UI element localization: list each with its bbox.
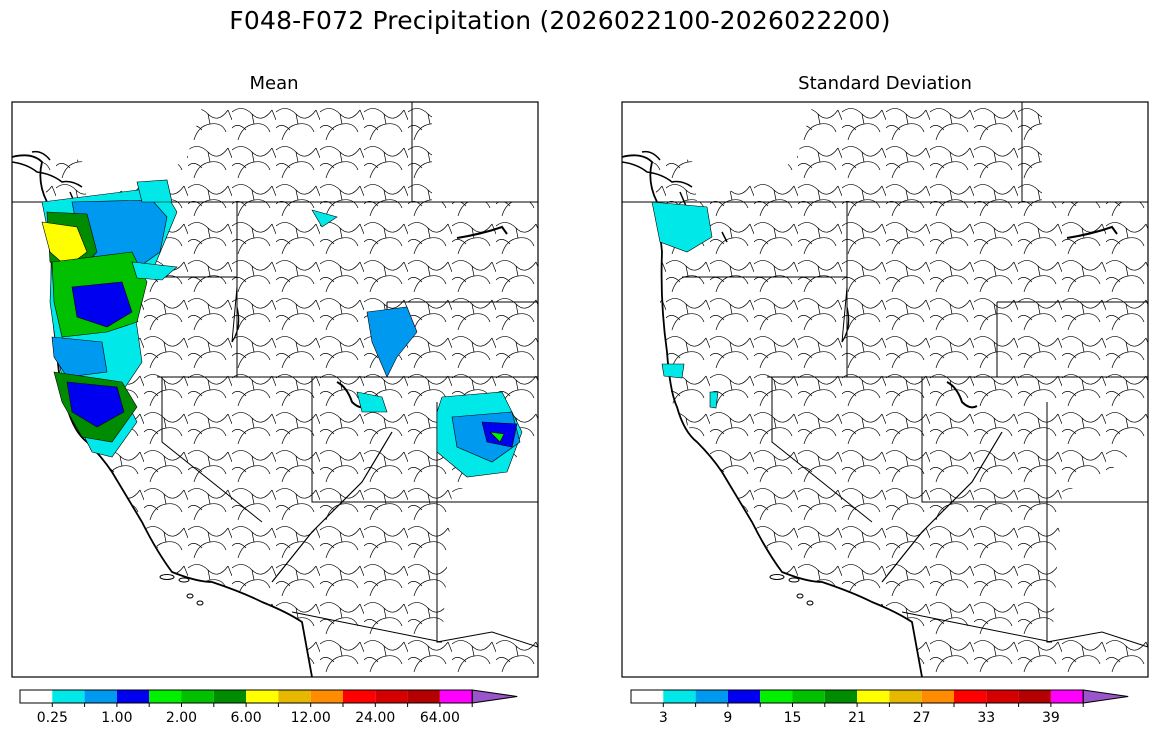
colorbar-segment — [407, 690, 440, 703]
colorbar-tick-label: 24.00 — [355, 710, 396, 726]
colorbar-segment — [695, 690, 728, 703]
colorbar-tick-label: 33 — [977, 710, 996, 726]
colorbar-tick-label: 9 — [723, 710, 733, 726]
colorbar-segment — [727, 690, 761, 703]
colorbar-segment — [246, 690, 279, 703]
colorbar-segment — [278, 690, 311, 703]
colorbar-segment — [760, 690, 793, 703]
colorbar-segment — [1050, 690, 1084, 703]
colorbar-segment — [310, 690, 343, 703]
colorbar-segment — [84, 690, 117, 703]
colorbar-tick-label: 21 — [848, 710, 867, 726]
colorbar-tick-label: 6.00 — [230, 710, 262, 726]
colorbar-segment — [986, 690, 1019, 703]
mean-colorbar — [19, 689, 518, 707]
colorbar-tick-label: 27 — [912, 710, 931, 726]
colorbar-tick-label: 2.00 — [165, 710, 198, 726]
stddev-map — [621, 101, 1149, 678]
colorbar-segment — [439, 690, 473, 703]
colorbar-segment — [343, 690, 376, 703]
colorbar-segment — [792, 690, 825, 703]
figure-title: F048-F072 Precipitation (2026022100-2026… — [229, 6, 891, 35]
colorbar-segment — [921, 690, 954, 703]
colorbar-tick-label: 12.00 — [290, 710, 331, 726]
colorbar-segment — [149, 690, 182, 703]
colorbar-tick-label: 15 — [783, 710, 802, 726]
colorbar-segment — [631, 690, 664, 703]
colorbar-extend-triangle — [1082, 689, 1129, 704]
colorbar-segment — [181, 690, 214, 703]
colorbar-extend-triangle — [471, 689, 518, 704]
colorbar-tick-label: 0.25 — [36, 710, 68, 726]
colorbar-segment — [663, 690, 696, 703]
colorbar-tick-label: 3 — [658, 710, 668, 726]
mean-panel-title: Mean — [249, 73, 299, 94]
colorbar-segment — [1018, 690, 1051, 703]
colorbar-tick-label: 39 — [1041, 710, 1060, 726]
colorbar-tick-label: 1.00 — [101, 710, 133, 726]
colorbar-segment — [20, 690, 53, 703]
colorbar-segment — [889, 690, 922, 703]
colorbar-segment — [213, 690, 247, 703]
colorbar-segment — [52, 690, 85, 703]
colorbar-segment — [954, 690, 987, 703]
colorbar-tick-label: 64.00 — [419, 710, 460, 726]
stddev-panel-title: Standard Deviation — [798, 73, 972, 94]
colorbar-segment — [824, 690, 858, 703]
colorbar-segment — [857, 690, 890, 703]
mean-map — [11, 101, 539, 678]
colorbar-segment — [375, 690, 408, 703]
colorbar-segment — [116, 690, 150, 703]
stddev-colorbar — [630, 689, 1129, 707]
